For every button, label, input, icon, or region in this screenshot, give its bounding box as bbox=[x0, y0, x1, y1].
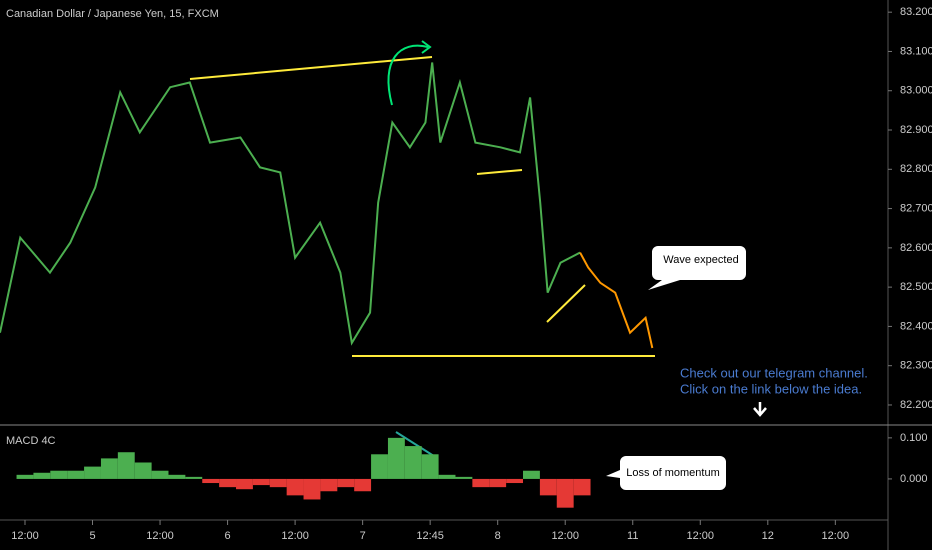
histogram-bar bbox=[506, 478, 524, 484]
histogram-bar bbox=[489, 478, 507, 488]
histogram-bar bbox=[387, 437, 405, 479]
histogram-bar bbox=[573, 478, 591, 496]
histogram-bar bbox=[100, 458, 118, 479]
histogram-bar bbox=[33, 472, 51, 479]
histogram-bar bbox=[286, 478, 304, 496]
x-tick-label: 12:00 bbox=[281, 530, 309, 542]
histogram-bar bbox=[134, 462, 152, 479]
arrow-head bbox=[421, 40, 432, 54]
histogram-bar bbox=[117, 452, 135, 479]
histogram-bar bbox=[219, 478, 237, 488]
price-line bbox=[0, 62, 581, 346]
callout: Wave expected bbox=[648, 246, 746, 290]
x-tick-label: 12:00 bbox=[822, 530, 850, 542]
histogram-bar bbox=[269, 478, 287, 488]
promo-text: Click on the link below the idea. bbox=[680, 381, 862, 396]
histogram-bar bbox=[472, 478, 490, 488]
histogram-bar bbox=[438, 474, 456, 479]
y-tick-label: 82.600 bbox=[900, 242, 932, 254]
histogram-bar bbox=[50, 470, 68, 479]
callout: Loss of momentum bbox=[606, 456, 726, 490]
histogram-bar bbox=[202, 478, 220, 484]
y-tick-label: 82.800 bbox=[900, 163, 932, 175]
histogram-bar bbox=[84, 466, 101, 479]
histogram-bar bbox=[236, 478, 253, 490]
y-tick-label: 0.100 bbox=[900, 432, 928, 444]
price-line bbox=[579, 252, 654, 349]
histogram-bar bbox=[320, 478, 338, 492]
histogram-bar bbox=[404, 446, 422, 479]
histogram-bar bbox=[151, 470, 169, 479]
histogram-bar bbox=[67, 470, 85, 479]
x-tick-label: 12:00 bbox=[687, 530, 715, 542]
callout-text: Loss of momentum bbox=[626, 467, 720, 479]
y-tick-label: 82.700 bbox=[900, 202, 932, 214]
histogram-bar bbox=[303, 478, 321, 500]
histogram-bar bbox=[455, 476, 473, 479]
callout-text: Wave expected bbox=[663, 254, 738, 266]
x-tick-label: 12:00 bbox=[551, 530, 579, 542]
x-tick-label: 12 bbox=[762, 530, 774, 542]
histogram-bar bbox=[421, 454, 439, 479]
y-tick-label: 82.200 bbox=[900, 399, 932, 411]
x-tick-label: 6 bbox=[225, 530, 231, 542]
y-tick-label: 83.100 bbox=[900, 45, 932, 57]
histogram-bar bbox=[252, 478, 270, 486]
trend-lines bbox=[189, 56, 655, 357]
macd-title: MACD 4C bbox=[6, 435, 56, 447]
y-tick-label: 83.000 bbox=[900, 85, 932, 97]
x-tick-label: 8 bbox=[495, 530, 501, 542]
chart-title: Canadian Dollar / Japanese Yen, 15, FXCM bbox=[6, 8, 219, 20]
x-tick-label: 12:45 bbox=[416, 530, 444, 542]
y-tick-label: 82.300 bbox=[900, 360, 932, 372]
x-tick-label: 7 bbox=[360, 530, 366, 542]
histogram-bar bbox=[539, 478, 557, 496]
histogram-bar bbox=[354, 478, 372, 492]
x-tick-label: 12:00 bbox=[11, 530, 39, 542]
y-tick-label: 0.000 bbox=[900, 473, 928, 485]
down-arrow bbox=[753, 402, 767, 417]
histogram-bar bbox=[168, 474, 186, 479]
histogram-bar bbox=[185, 476, 203, 479]
x-tick-label: 11 bbox=[627, 530, 638, 542]
promo-text: Check out our telegram channel. bbox=[680, 365, 868, 380]
histogram-bar bbox=[337, 478, 355, 488]
y-tick-label: 82.900 bbox=[900, 124, 932, 136]
histogram-bar bbox=[371, 454, 388, 479]
y-tick-label: 82.400 bbox=[900, 320, 932, 332]
y-tick-label: 83.200 bbox=[900, 6, 932, 18]
arrow bbox=[387, 44, 429, 106]
histogram-bar bbox=[523, 470, 540, 479]
x-tick-label: 5 bbox=[89, 530, 95, 542]
histogram-bar bbox=[16, 474, 34, 479]
histogram-bar bbox=[556, 478, 574, 508]
momentum-arrow bbox=[395, 431, 438, 459]
x-tick-label: 12:00 bbox=[146, 530, 174, 542]
y-tick-label: 82.500 bbox=[900, 281, 932, 293]
